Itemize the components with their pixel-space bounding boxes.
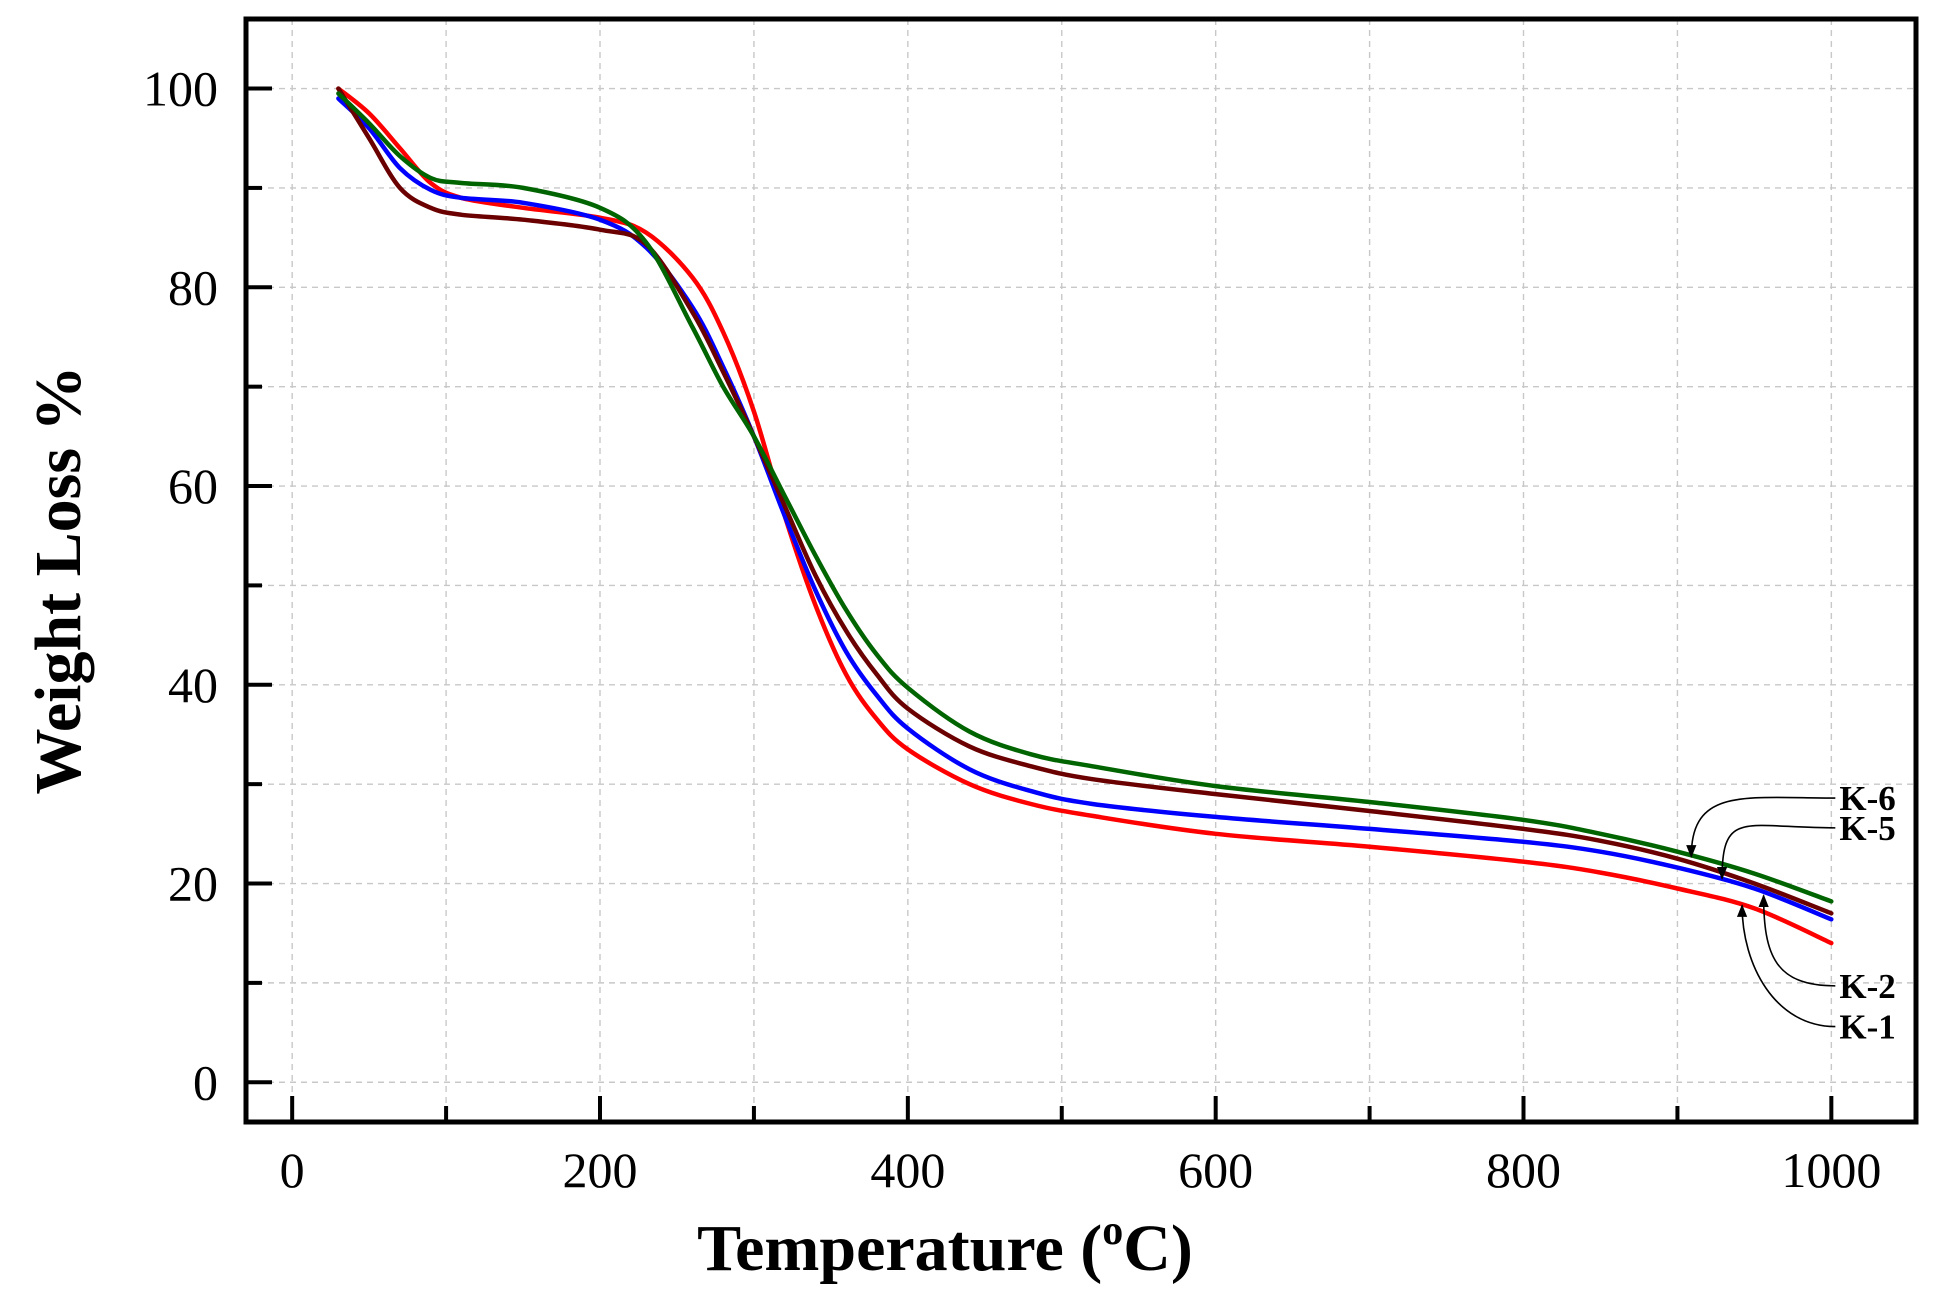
x-tick-label: 800 xyxy=(1486,1142,1561,1198)
y-tick-label: 100 xyxy=(143,61,218,117)
series-label-k-5: K-5 xyxy=(1839,809,1895,848)
callout-arrow-k-6 xyxy=(1686,796,1836,858)
series-line-k-6 xyxy=(336,91,1834,904)
x-tick-label: 0 xyxy=(280,1142,305,1198)
y-tick-labels: 0 20 40 60 80 100 xyxy=(143,61,218,1111)
callout-arrow-k-5 xyxy=(1716,824,1836,880)
series-label-k-2: K-2 xyxy=(1839,967,1895,1006)
x-axis-title-end: C) xyxy=(1123,1212,1193,1285)
y-tick-label: 40 xyxy=(168,657,218,713)
callout-arrow-k-1 xyxy=(1736,904,1836,1028)
series-line-k-2 xyxy=(336,96,1834,922)
x-axis-title: Temperature (oC) xyxy=(697,1208,1193,1285)
x-axis-title-superscript: o xyxy=(1102,1208,1123,1254)
x-tick-labels: 0 200 400 600 800 1000 xyxy=(280,1142,1882,1198)
series-lines xyxy=(336,86,1834,946)
y-axis-title: Weight Loss % xyxy=(22,365,95,794)
series-line-k-1 xyxy=(336,86,1834,946)
axis-ticks xyxy=(246,86,1834,1122)
series-labels: K-6K-5 K-2K-1 xyxy=(1839,779,1895,1047)
x-tick-label: 600 xyxy=(1178,1142,1253,1198)
series-label-k-1: K-1 xyxy=(1839,1008,1895,1047)
callout-arrows xyxy=(1686,796,1836,1028)
plot-frame xyxy=(243,16,1919,1125)
x-tick-label: 200 xyxy=(563,1142,638,1198)
series-line-k-5 xyxy=(336,86,1834,916)
y-tick-label: 60 xyxy=(168,458,218,514)
series-label-k-6: K-6 xyxy=(1839,779,1895,818)
x-tick-label: 400 xyxy=(870,1142,945,1198)
y-tick-label: 20 xyxy=(168,856,218,912)
callout-arrow-k-2 xyxy=(1758,894,1836,987)
grid-lines xyxy=(246,19,1916,1122)
y-tick-label: 0 xyxy=(193,1054,218,1110)
y-tick-label: 80 xyxy=(168,259,218,315)
x-axis-title-main: Temperature ( xyxy=(697,1212,1102,1285)
x-tick-label: 1000 xyxy=(1781,1142,1881,1198)
